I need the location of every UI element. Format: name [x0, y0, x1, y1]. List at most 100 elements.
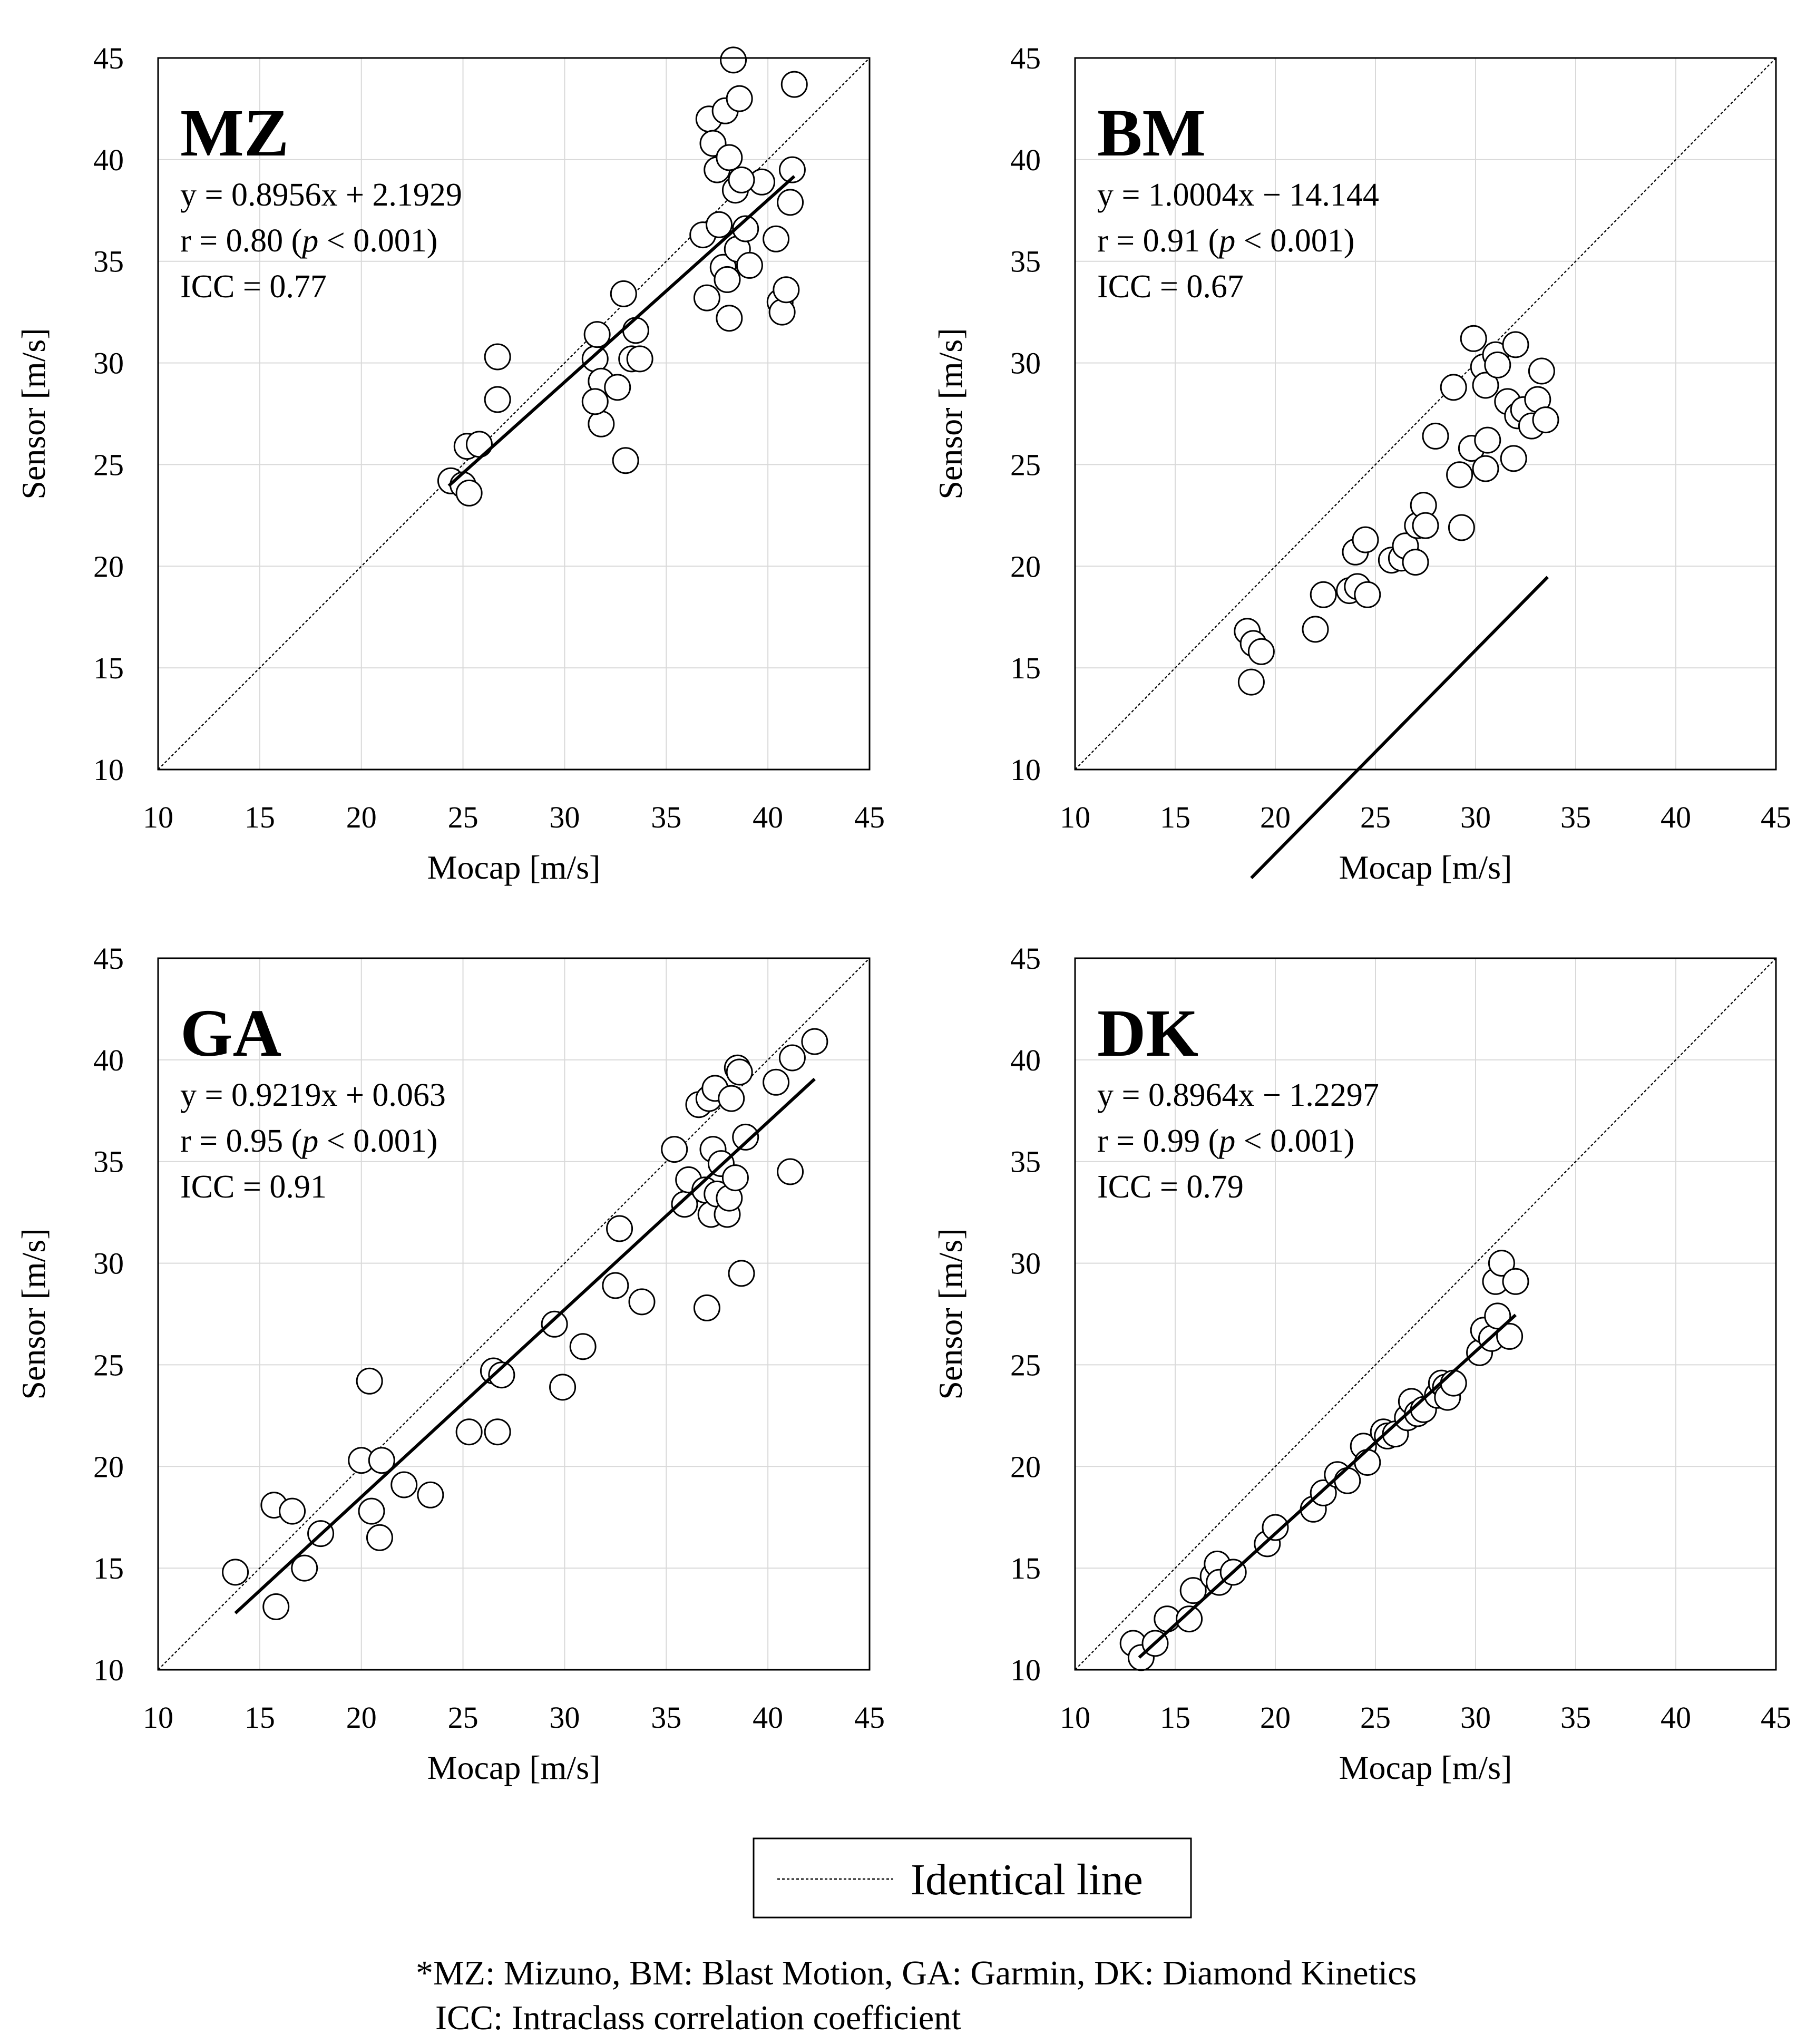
y-tick-label: 45: [93, 941, 124, 976]
data-point: [777, 189, 804, 216]
data-point: [1402, 549, 1429, 576]
y-tick-label: 35: [1010, 245, 1041, 279]
correlation-prefix: r = 0.99 (: [1097, 1123, 1219, 1159]
x-tick-label: 40: [753, 800, 783, 834]
panel-label: GA: [180, 996, 281, 1070]
x-tick-label: 30: [1460, 800, 1491, 834]
data-point: [763, 1068, 790, 1096]
data-point: [455, 1418, 483, 1446]
data-point: [1176, 1605, 1203, 1633]
data-point: [768, 298, 796, 326]
x-tick-label: 45: [1761, 800, 1791, 834]
correlation-text: r = 0.80 (p < 0.001): [180, 223, 437, 259]
data-point: [484, 1418, 511, 1446]
data-point: [1310, 1479, 1337, 1506]
data-point: [728, 1260, 755, 1287]
x-tick-label: 25: [448, 800, 479, 834]
x-tick-label: 15: [245, 1700, 275, 1735]
footnote-line-1: *MZ: Mizuno, BM: Blast Motion, GA: Garmi…: [416, 1954, 1417, 1992]
x-tick-label: 35: [651, 1700, 681, 1735]
data-point: [612, 447, 639, 474]
plot-frame: [1074, 57, 1777, 771]
data-point: [732, 1123, 759, 1151]
y-tick-label: 45: [93, 41, 124, 75]
y-tick-label: 20: [1010, 549, 1041, 583]
data-point: [726, 85, 753, 112]
x-tick-label: 10: [1060, 800, 1090, 834]
data-point: [417, 1481, 444, 1508]
p-value: < 0.001): [1235, 223, 1354, 259]
plot-frame: [157, 57, 871, 771]
x-tick-label: 10: [143, 1700, 173, 1735]
x-tick-label: 40: [753, 1700, 783, 1735]
data-point: [801, 1028, 828, 1055]
y-tick-label: 25: [93, 447, 124, 482]
data-point: [262, 1593, 290, 1620]
data-point: [1448, 514, 1475, 541]
icc-value: ICC = 0.67: [1097, 269, 1244, 305]
x-tick-label: 45: [854, 1700, 885, 1735]
x-tick-label: 20: [1260, 800, 1291, 834]
data-point: [549, 1374, 577, 1401]
correlation-text: r = 0.91 (p < 0.001): [1097, 223, 1354, 259]
data-point: [588, 410, 615, 437]
y-tick-label: 40: [93, 143, 124, 177]
x-tick-label: 45: [1761, 1700, 1791, 1735]
data-point: [1440, 374, 1467, 401]
regression-equation: y = 0.9219x + 0.063: [180, 1077, 446, 1113]
icc-value: ICC = 0.91: [180, 1169, 327, 1205]
data-point: [622, 317, 649, 344]
y-tick-label: 20: [93, 1449, 124, 1484]
x-tick-label: 10: [143, 800, 173, 834]
panel-label: BM: [1097, 95, 1206, 170]
y-tick-label: 35: [1010, 1145, 1041, 1179]
panel-dk: 10 15 20 25 30 35 40 45 10 15 20 25 30 35 40 45 Mocap [m…: [932, 941, 1791, 1786]
data-point: [583, 321, 611, 348]
y-tick-label: 40: [1010, 143, 1041, 177]
data-point: [541, 1310, 568, 1338]
p-symbol: p: [1217, 1123, 1235, 1159]
data-point: [1352, 526, 1379, 553]
data-point: [1488, 1250, 1515, 1277]
data-point: [626, 345, 653, 373]
data-point: [778, 1044, 806, 1072]
data-point: [736, 251, 763, 279]
y-tick-label: 15: [93, 651, 124, 685]
x-tick-label: 30: [549, 800, 580, 834]
data-point: [1474, 426, 1501, 454]
data-point: [291, 1554, 318, 1582]
plot-frame: [1074, 957, 1777, 1671]
regression-line: [447, 175, 796, 487]
footnote-line-2: ICC: Intraclass correlation coefficient: [435, 1999, 961, 2037]
x-tick-label: 10: [1060, 1700, 1090, 1735]
x-tick-label: 40: [1661, 800, 1691, 834]
data-point: [1310, 581, 1337, 608]
data-point: [716, 144, 743, 171]
data-point: [726, 1058, 753, 1086]
data-point: [1472, 372, 1499, 399]
y-tick-label: 40: [1010, 1043, 1041, 1077]
data-point: [1237, 668, 1265, 696]
p-value: < 0.001): [318, 223, 437, 259]
data-point: [693, 1294, 720, 1321]
data-point: [1262, 1514, 1289, 1541]
data-point: [484, 343, 511, 371]
y-tick-label: 15: [1010, 1551, 1041, 1585]
x-tick-label: 40: [1661, 1700, 1691, 1735]
data-point: [1440, 1369, 1467, 1397]
x-tick-label: 45: [854, 800, 885, 834]
y-tick-label: 10: [1010, 753, 1041, 787]
y-tick-label: 15: [93, 1551, 124, 1585]
x-tick-label: 20: [1260, 1700, 1291, 1735]
data-point: [1302, 616, 1329, 643]
correlation-text: r = 0.95 (p < 0.001): [180, 1123, 437, 1159]
y-tick-label: 30: [1010, 346, 1041, 381]
data-point: [1484, 1302, 1511, 1330]
data-point: [720, 46, 747, 74]
y-tick-label: 25: [1010, 447, 1041, 482]
data-point: [714, 266, 741, 293]
y-tick-label: 30: [1010, 1247, 1041, 1281]
x-tick-label: 35: [651, 800, 681, 834]
y-tick-label: 45: [1010, 941, 1041, 976]
